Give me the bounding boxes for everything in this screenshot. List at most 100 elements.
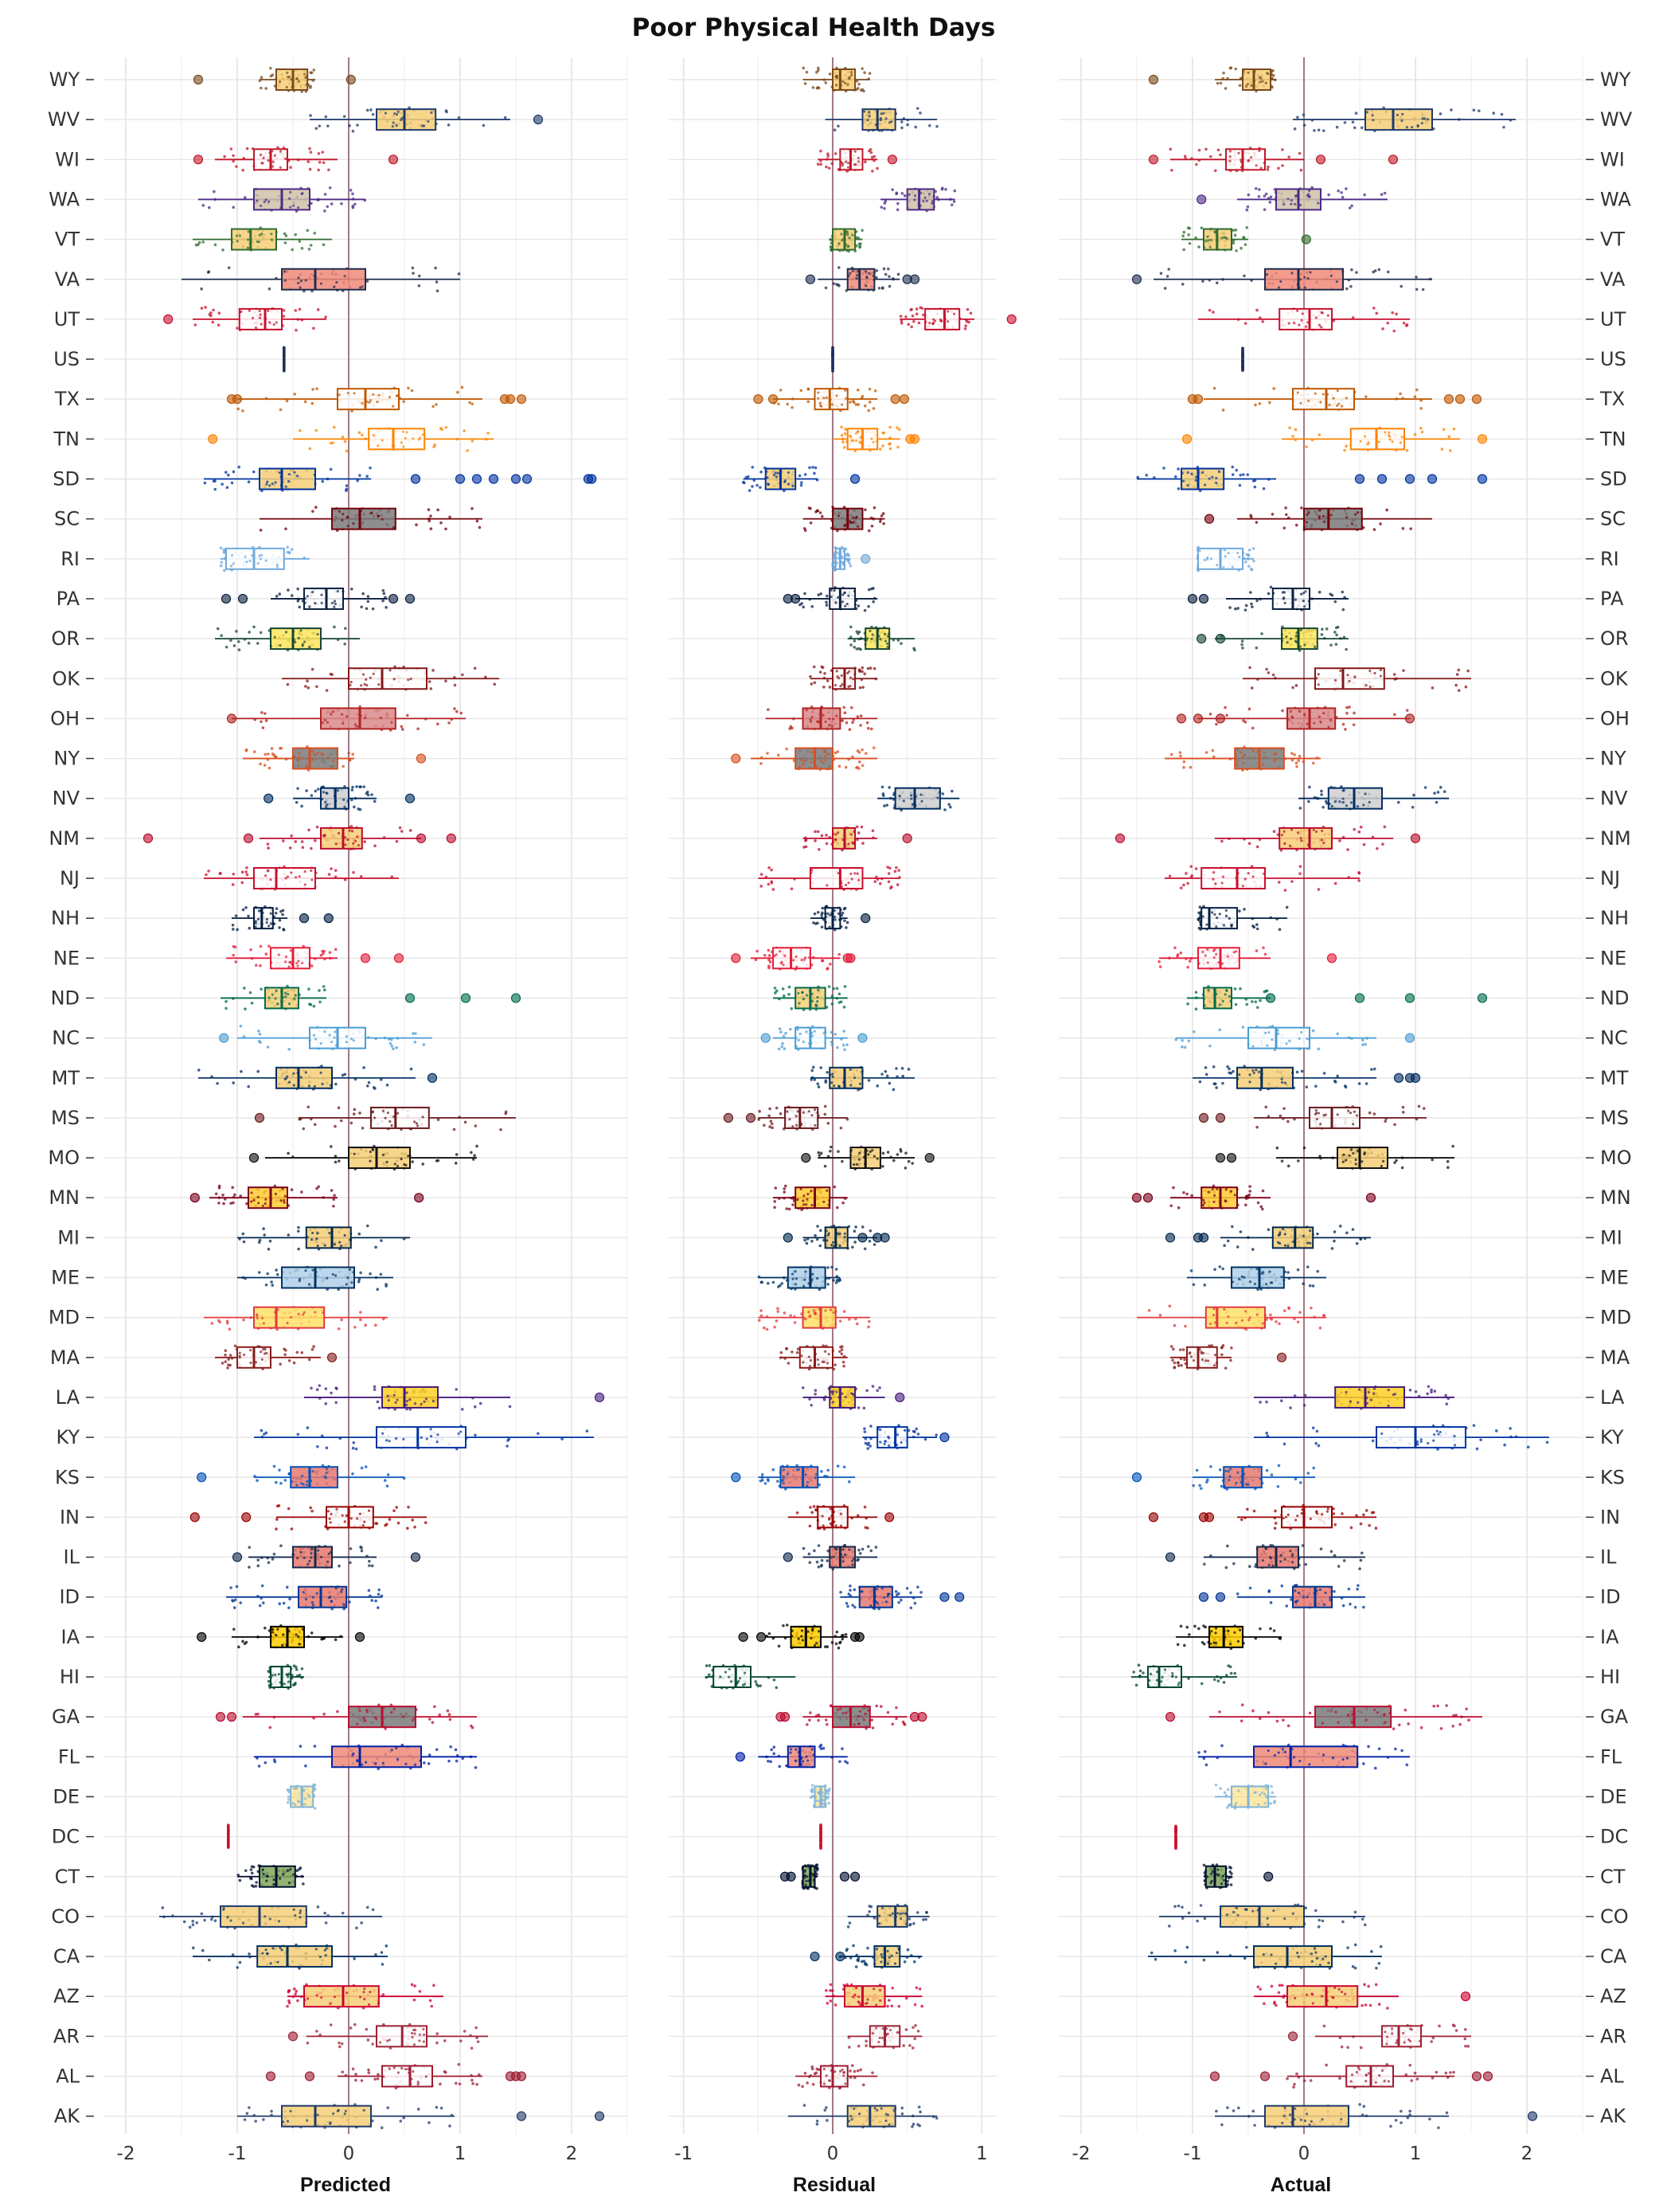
- jitter-point: [324, 193, 327, 196]
- jitter-point: [324, 1402, 327, 1405]
- jitter-point: [314, 474, 316, 476]
- jitter-point: [844, 432, 847, 436]
- jitter-point: [783, 1047, 787, 1050]
- jitter-point: [915, 312, 919, 315]
- jitter-point: [328, 873, 331, 876]
- jitter-point: [461, 674, 464, 677]
- jitter-point: [344, 627, 347, 630]
- boxplot-box: [349, 1147, 410, 1168]
- jitter-point: [870, 728, 873, 731]
- jitter-point: [388, 2038, 391, 2041]
- jitter-point: [301, 962, 303, 964]
- jitter-point: [312, 1604, 314, 1606]
- jitter-point: [236, 928, 239, 932]
- outlier-point: [197, 1632, 206, 1641]
- boxplot-box: [254, 908, 273, 928]
- jitter-point: [863, 71, 866, 74]
- boxplot-il: [233, 1544, 420, 1569]
- jitter-point: [360, 606, 363, 609]
- jitter-point: [332, 710, 334, 713]
- jitter-point: [882, 432, 885, 435]
- jitter-point: [244, 906, 248, 909]
- jitter-point: [334, 1125, 337, 1128]
- jitter-point: [869, 1229, 873, 1233]
- jitter-point: [834, 838, 837, 841]
- jitter-point: [323, 1030, 326, 1033]
- jitter-point: [830, 1266, 834, 1269]
- jitter-point: [256, 1070, 260, 1073]
- jitter-point: [787, 483, 790, 485]
- jitter-point: [419, 436, 421, 439]
- jitter-point: [384, 1479, 387, 1482]
- jitter-point: [866, 721, 869, 725]
- jitter-point: [373, 800, 377, 803]
- jitter-point: [295, 876, 297, 878]
- jitter-point: [256, 1479, 259, 1483]
- outlier-point: [506, 395, 515, 404]
- jitter-point: [250, 1878, 253, 1881]
- jitter-point: [360, 684, 362, 686]
- jitter-point: [855, 766, 858, 769]
- jitter-point: [439, 427, 443, 430]
- jitter-point: [213, 190, 216, 193]
- jitter-point: [404, 2068, 407, 2070]
- jitter-point: [892, 1088, 896, 1092]
- jitter-point: [300, 1482, 303, 1484]
- outlier-point: [851, 475, 860, 483]
- boxplot-wa: [880, 186, 956, 212]
- jitter-point: [461, 386, 464, 389]
- outlier-point: [300, 914, 309, 923]
- jitter-point: [837, 1085, 840, 1087]
- jitter-point: [257, 1202, 260, 1204]
- jitter-point: [802, 606, 805, 609]
- jitter-point: [257, 1030, 260, 1033]
- jitter-point: [264, 1915, 266, 1917]
- jitter-point: [287, 1507, 291, 1510]
- jitter-point: [763, 954, 767, 957]
- jitter-point: [365, 678, 367, 681]
- outlier-point: [512, 475, 521, 483]
- x-axis-title: Predicted: [300, 2174, 391, 2196]
- jitter-point: [841, 1202, 845, 1205]
- jitter-point: [289, 166, 292, 169]
- jitter-point: [358, 474, 361, 477]
- jitter-point: [883, 207, 886, 210]
- jitter-point: [848, 670, 850, 673]
- jitter-point: [288, 961, 291, 963]
- jitter-point: [951, 790, 954, 793]
- jitter-point: [248, 642, 251, 645]
- jitter-point: [341, 519, 343, 522]
- jitter-point: [197, 1069, 201, 1072]
- jitter-point: [424, 1521, 427, 1524]
- jitter-point: [792, 959, 794, 961]
- jitter-point: [767, 1282, 770, 1285]
- jitter-point: [455, 1388, 458, 1391]
- jitter-point: [867, 409, 870, 412]
- jitter-point: [361, 1467, 364, 1470]
- jitter-point: [214, 1919, 217, 1922]
- jitter-point: [396, 1165, 399, 1167]
- jitter-point: [853, 639, 857, 643]
- jitter-point: [352, 206, 355, 209]
- jitter-point: [302, 1127, 305, 1131]
- jitter-point: [334, 1995, 336, 1998]
- jitter-point: [813, 472, 816, 475]
- jitter-point: [966, 308, 970, 311]
- jitter-point: [759, 486, 762, 489]
- boxplot-box: [282, 2106, 371, 2127]
- boxplot-box: [260, 469, 315, 490]
- jitter-point: [326, 1447, 329, 1450]
- boxplot-me: [237, 1266, 393, 1292]
- jitter-point: [840, 233, 842, 235]
- jitter-point: [311, 668, 314, 671]
- jitter-point: [208, 1959, 211, 1962]
- jitter-point: [364, 1323, 367, 1327]
- jitter-point: [296, 475, 299, 477]
- jitter-point: [208, 206, 211, 209]
- jitter-point: [267, 870, 269, 872]
- boxplot-me: [758, 1265, 841, 1291]
- jitter-point: [811, 1273, 814, 1276]
- jitter-point: [814, 1030, 816, 1032]
- jitter-point: [846, 231, 849, 233]
- jitter-point: [311, 388, 314, 391]
